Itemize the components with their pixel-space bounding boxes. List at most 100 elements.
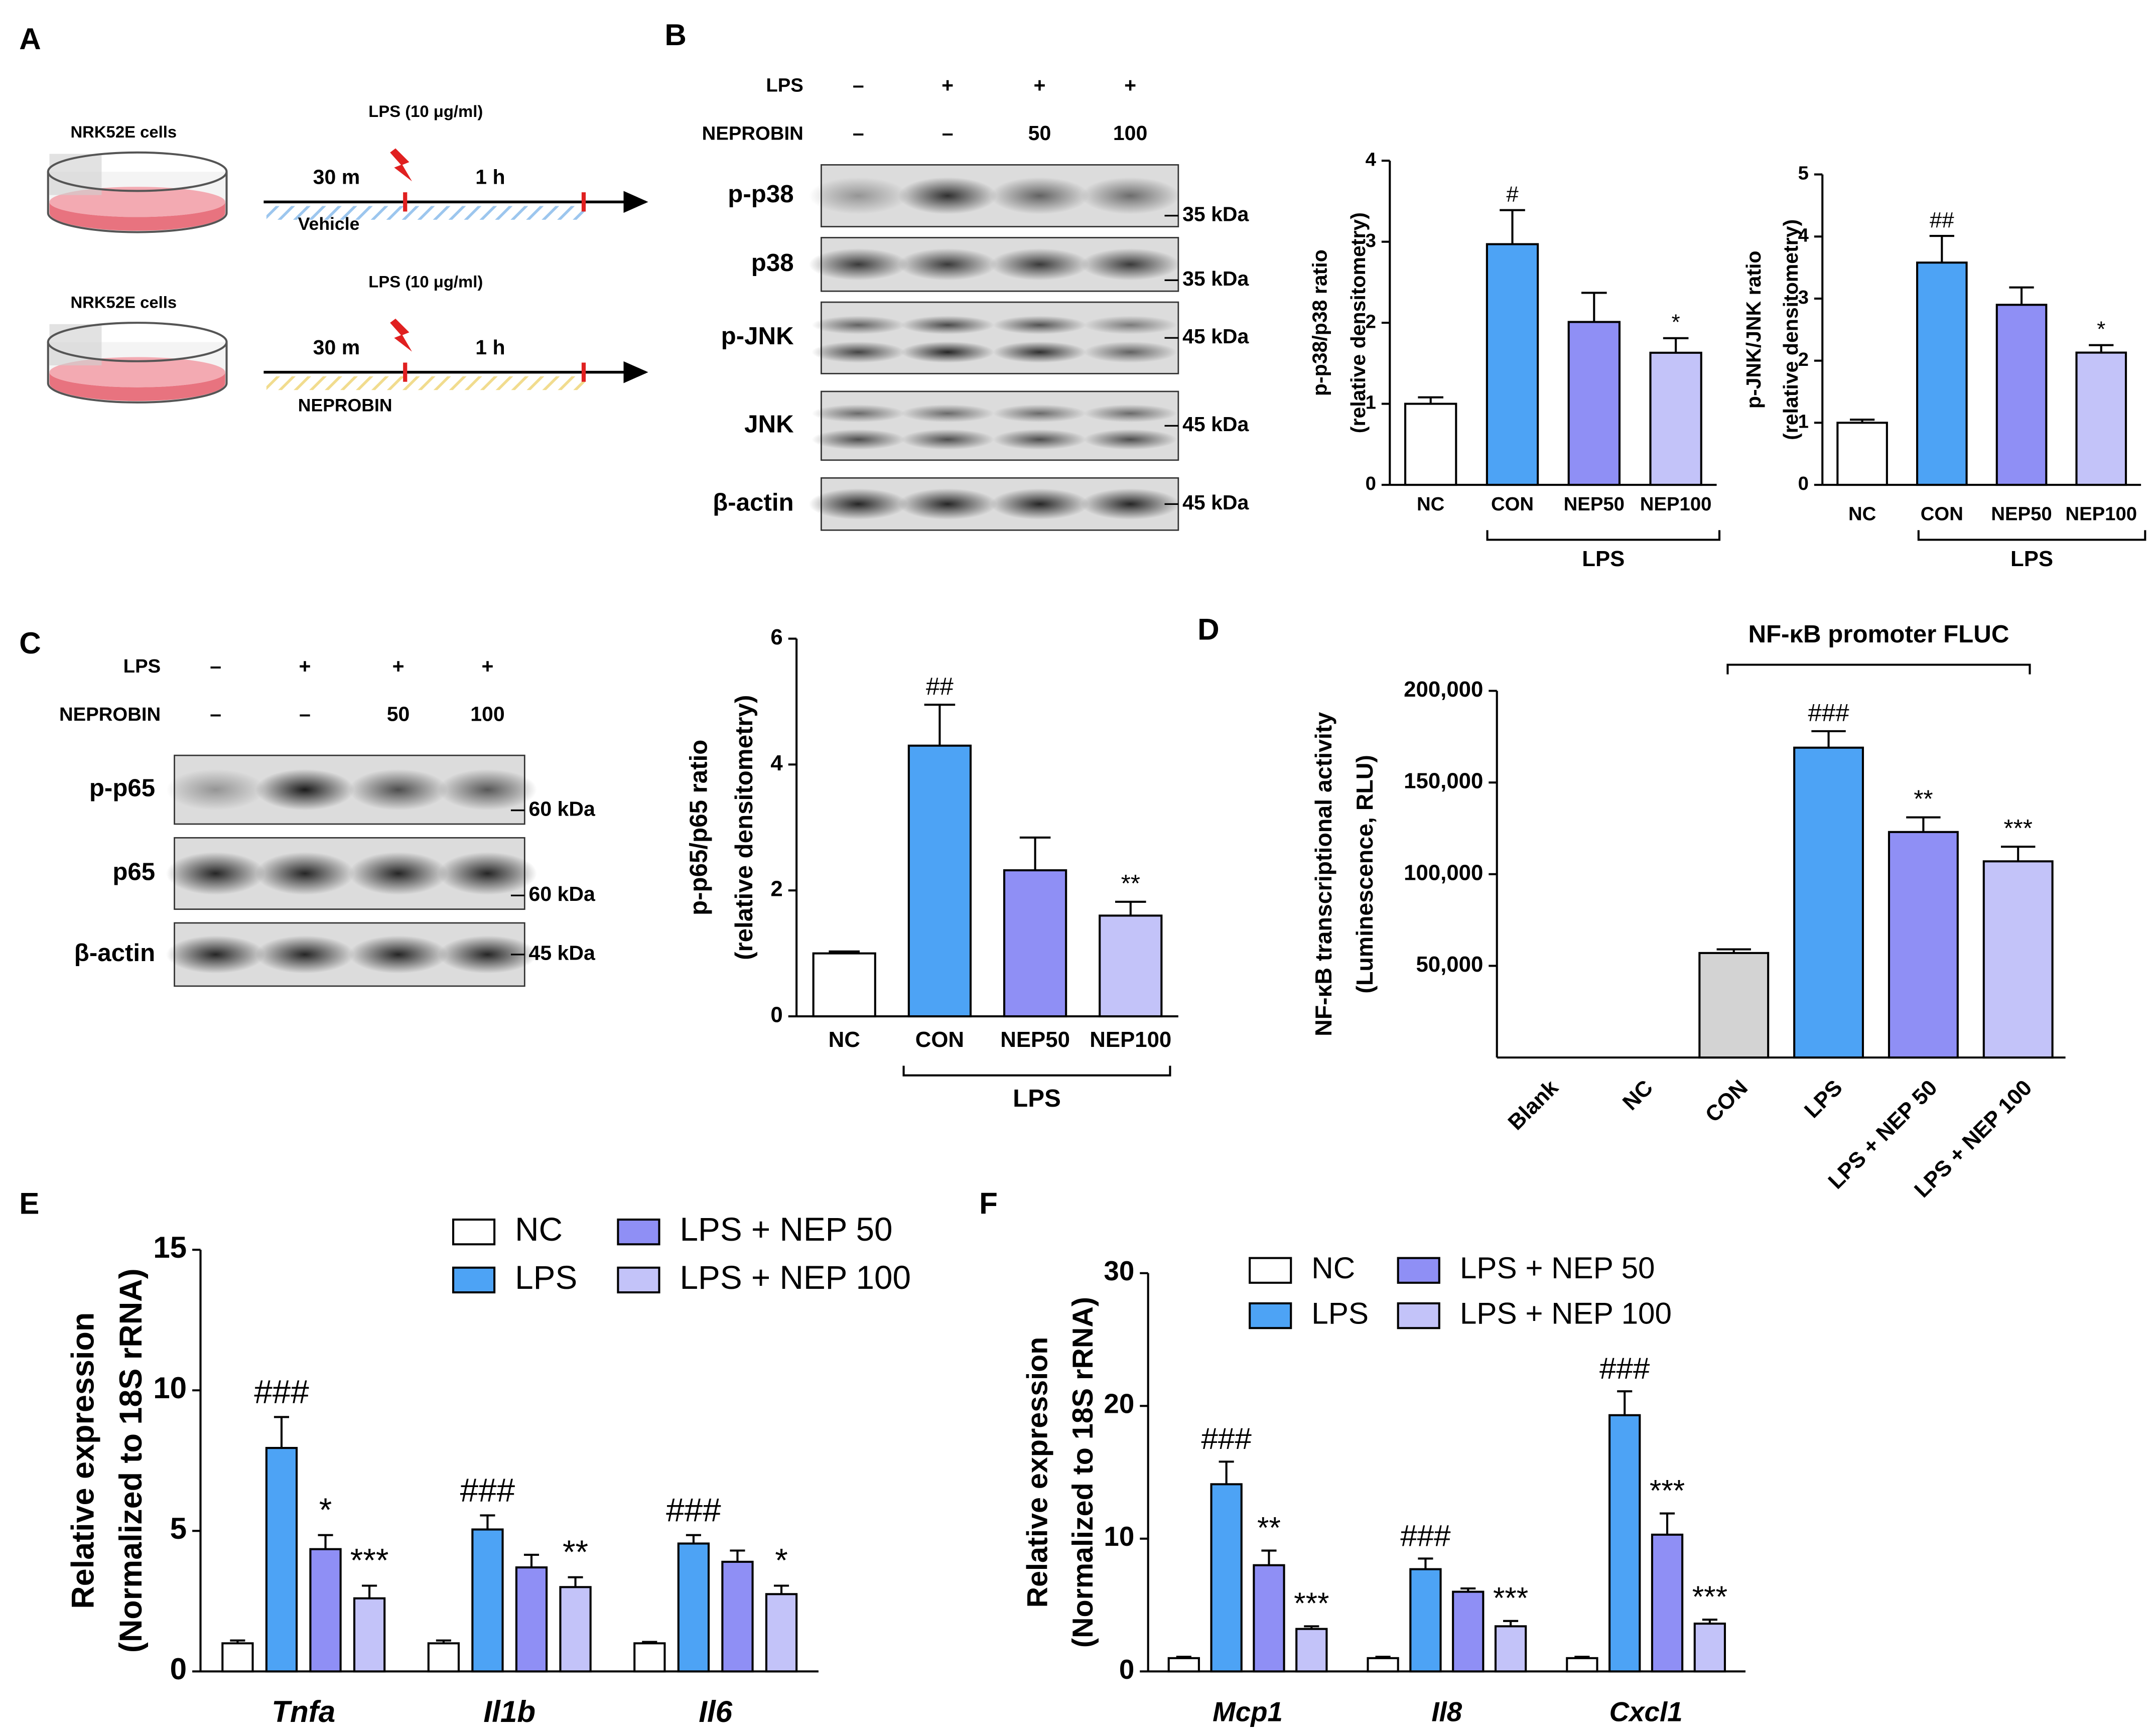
significance: **	[1257, 1511, 1281, 1544]
blot-band	[1081, 248, 1180, 281]
bar	[1003, 869, 1067, 1018]
x-tick-label: NEP100	[1640, 493, 1712, 515]
y-tick-label: 3	[1366, 230, 1376, 251]
x-tick-label: NEP50	[1000, 1027, 1070, 1052]
y-axis-label: Relative expression	[1022, 1337, 1054, 1608]
y-axis-label: (relative densitometry)	[730, 695, 758, 960]
lane-label: –	[210, 654, 221, 678]
blot-frame	[821, 390, 1179, 461]
y-tick-label: 200,000	[1404, 677, 1483, 702]
group-bracket	[1726, 663, 2031, 675]
blot-band	[901, 316, 995, 335]
bar	[1916, 261, 1968, 486]
x-tick-label: Cxcl1	[1609, 1696, 1683, 1727]
x-tick-label: NEP100	[2065, 503, 2137, 524]
x-tick-label: CON	[1700, 1075, 1752, 1127]
blot-band	[255, 936, 355, 974]
legend-swatch	[1397, 1257, 1440, 1284]
blot-band	[990, 488, 1089, 520]
blot-frame	[821, 301, 1179, 374]
blot-band	[990, 248, 1089, 281]
y-tick-label: 0	[1119, 1654, 1134, 1685]
lane-label: +	[481, 654, 493, 678]
blot-band	[1084, 341, 1177, 363]
legend-swatch	[452, 1218, 496, 1246]
y-tick-label: 4	[770, 751, 783, 775]
significance: ***	[1294, 1586, 1329, 1620]
bar	[677, 1542, 710, 1673]
post-time: 1 h	[475, 336, 505, 359]
y-axis-label: (Normalized to 18S rRNA)	[113, 1268, 149, 1653]
bar	[1367, 1657, 1399, 1673]
blot-band	[809, 177, 908, 214]
agent-hatch	[266, 206, 585, 220]
panel-label: C	[19, 626, 41, 660]
y-tick-label: 6	[770, 625, 782, 649]
bar	[471, 1528, 504, 1673]
post-time: 1 h	[475, 166, 505, 189]
lane-label: +	[1124, 73, 1136, 96]
bar	[907, 744, 972, 1018]
lps-bolt	[390, 318, 412, 352]
blot-band	[993, 404, 1087, 423]
blot-band	[993, 429, 1087, 450]
bar	[1649, 351, 1702, 486]
bar	[1793, 746, 1864, 1059]
y-tick-label: 5	[170, 1512, 187, 1545]
blot-band	[349, 769, 448, 811]
bar	[2075, 351, 2127, 486]
legend-label: LPS + NEP 100	[680, 1259, 911, 1296]
y-tick-label: 20	[1104, 1388, 1134, 1419]
y-axis-label: p-JNK/JNK ratio	[1742, 251, 1765, 409]
blot-band	[812, 341, 905, 363]
blot-band	[812, 404, 905, 423]
blot-band	[990, 177, 1089, 214]
significance: ##	[926, 673, 954, 700]
legend-label: LPS + NEP 50	[680, 1211, 893, 1248]
significance: ###	[1808, 699, 1849, 727]
y-tick-label: 0	[1366, 473, 1376, 494]
blot-band	[898, 488, 997, 520]
y-tick-label: 30	[1104, 1255, 1134, 1286]
significance: *	[319, 1492, 332, 1528]
lane-label: –	[942, 121, 954, 145]
y-tick-label: 100,000	[1404, 860, 1483, 885]
cells-label: NRK52E cells	[70, 293, 177, 311]
bar	[1995, 304, 2048, 486]
bar	[1494, 1625, 1527, 1673]
legend-label: NC	[1311, 1251, 1355, 1285]
y-tick-label: 2	[1366, 311, 1376, 332]
y-axis-label: p-p38/p38 ratio	[1308, 249, 1331, 396]
bar	[559, 1586, 592, 1673]
panel-label: E	[19, 1187, 39, 1221]
legend-swatch	[1249, 1302, 1292, 1329]
legend-swatch	[1397, 1302, 1440, 1329]
panel-label: B	[664, 18, 686, 52]
blot-band	[901, 429, 995, 450]
y-axis-label: NF-κB transcriptional activity	[1310, 712, 1336, 1036]
bar	[1566, 1657, 1598, 1673]
significance: **	[1914, 785, 1933, 813]
x-tick-label: Tnfa	[272, 1695, 335, 1728]
blot-row-label: p65	[112, 858, 155, 885]
dish-rim	[47, 151, 228, 192]
lane-label: +	[942, 73, 954, 96]
significance: #	[1506, 182, 1519, 207]
bar	[1409, 1568, 1442, 1673]
y-tick-label: 4	[1366, 149, 1377, 170]
blot-band	[809, 488, 908, 520]
agent-label: Vehicle	[298, 214, 360, 234]
lane-label: 50	[1028, 121, 1051, 145]
blot-band	[349, 936, 448, 974]
x-tick-label: CON	[1921, 503, 1963, 524]
blot-band	[993, 341, 1087, 363]
blot-row-label: p-p38	[728, 180, 793, 208]
group-label: LPS	[1013, 1085, 1061, 1112]
x-tick-label: NC	[1848, 503, 1876, 524]
lane-label: –	[853, 73, 864, 96]
group-label: NF-κB promoter FLUC	[1748, 620, 2009, 648]
blot-size-label: 35 kDa	[1182, 203, 1249, 226]
blot-band	[1084, 316, 1177, 335]
bar	[1608, 1414, 1641, 1673]
bar	[1404, 403, 1457, 486]
